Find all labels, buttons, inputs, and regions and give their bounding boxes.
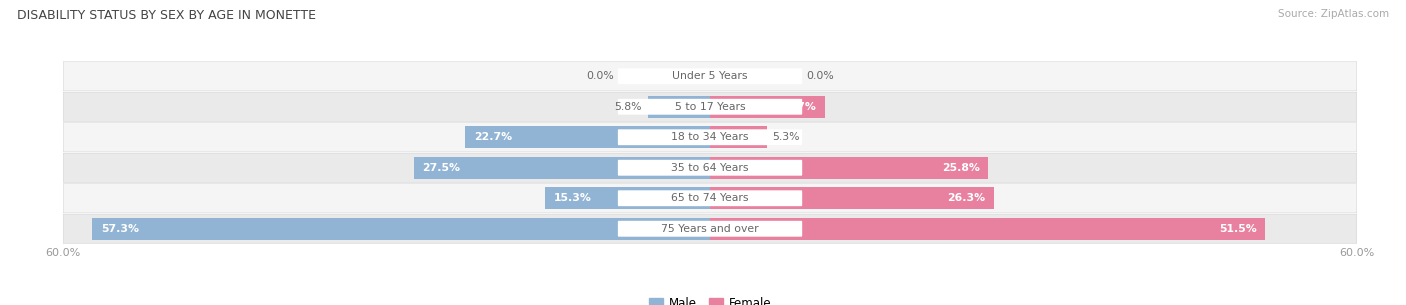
Text: 0.0%: 0.0%: [586, 71, 614, 81]
Text: 10.7%: 10.7%: [779, 102, 817, 112]
FancyBboxPatch shape: [617, 190, 803, 206]
Text: 26.3%: 26.3%: [946, 193, 984, 203]
Bar: [413, 157, 710, 179]
Text: 5.3%: 5.3%: [772, 132, 800, 142]
Text: 51.5%: 51.5%: [1219, 224, 1257, 234]
Text: 15.3%: 15.3%: [554, 193, 592, 203]
FancyBboxPatch shape: [63, 153, 1357, 182]
Bar: [710, 126, 768, 148]
Text: 65 to 74 Years: 65 to 74 Years: [671, 193, 749, 203]
FancyBboxPatch shape: [63, 62, 1357, 91]
Text: 75 Years and over: 75 Years and over: [661, 224, 759, 234]
Text: 22.7%: 22.7%: [474, 132, 512, 142]
FancyBboxPatch shape: [617, 99, 803, 115]
Text: 18 to 34 Years: 18 to 34 Years: [671, 132, 749, 142]
FancyBboxPatch shape: [617, 221, 803, 237]
Bar: [710, 187, 994, 209]
Bar: [710, 218, 1265, 240]
FancyBboxPatch shape: [617, 160, 803, 176]
Bar: [710, 157, 988, 179]
Bar: [93, 218, 710, 240]
FancyBboxPatch shape: [63, 184, 1357, 213]
Text: 0.0%: 0.0%: [806, 71, 834, 81]
Text: 5 to 17 Years: 5 to 17 Years: [675, 102, 745, 112]
Text: 35 to 64 Years: 35 to 64 Years: [671, 163, 749, 173]
Text: 25.8%: 25.8%: [942, 163, 980, 173]
Text: Under 5 Years: Under 5 Years: [672, 71, 748, 81]
Bar: [546, 187, 710, 209]
FancyBboxPatch shape: [617, 129, 803, 145]
Text: 27.5%: 27.5%: [422, 163, 460, 173]
FancyBboxPatch shape: [63, 92, 1357, 121]
FancyBboxPatch shape: [63, 123, 1357, 152]
Bar: [648, 96, 710, 118]
FancyBboxPatch shape: [63, 214, 1357, 243]
Text: 57.3%: 57.3%: [101, 224, 139, 234]
Text: DISABILITY STATUS BY SEX BY AGE IN MONETTE: DISABILITY STATUS BY SEX BY AGE IN MONET…: [17, 9, 316, 22]
Text: Source: ZipAtlas.com: Source: ZipAtlas.com: [1278, 9, 1389, 19]
Bar: [465, 126, 710, 148]
Legend: Male, Female: Male, Female: [644, 292, 776, 305]
Text: 5.8%: 5.8%: [614, 102, 643, 112]
FancyBboxPatch shape: [617, 68, 803, 84]
Bar: [710, 96, 825, 118]
